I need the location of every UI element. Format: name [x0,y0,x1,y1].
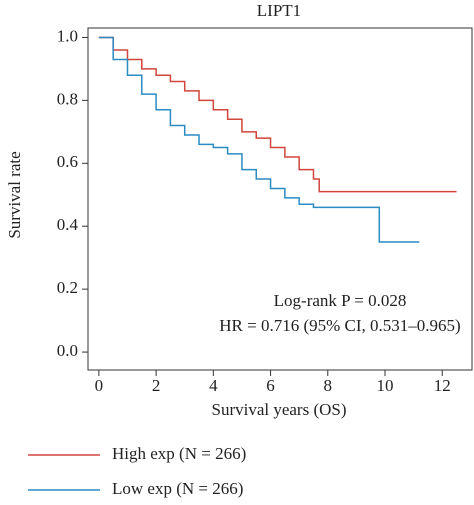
survival-curve [98,36,457,193]
legend-label: High exp (N = 266) [112,444,246,463]
y-tick-label: 0.8 [57,89,78,108]
y-tick-label: 0.0 [57,341,78,360]
y-tick-label: 0.4 [57,215,79,234]
x-tick-label: 12 [434,376,451,395]
y-tick-label: 0.2 [57,278,78,297]
x-axis-label: Survival years (OS) [211,400,346,419]
annotation: HR = 0.716 (95% CI, 0.531–0.965) [219,316,460,335]
plot-frame [87,27,473,371]
annotation: Log-rank P = 0.028 [274,291,407,310]
x-tick-label: 2 [152,376,161,395]
x-tick-label: 8 [324,376,333,395]
chart-title: LIPT1 [257,1,301,20]
survival-curve [98,36,420,243]
y-tick-label: 0.6 [57,152,78,171]
y-axis-label: Survival rate [5,151,24,238]
x-tick-label: 6 [266,376,275,395]
x-tick-label: 0 [95,376,104,395]
y-tick-label: 1.0 [57,26,78,45]
x-tick-label: 10 [377,376,394,395]
x-tick-label: 4 [209,376,218,395]
legend-label: Low exp (N = 266) [112,479,243,498]
